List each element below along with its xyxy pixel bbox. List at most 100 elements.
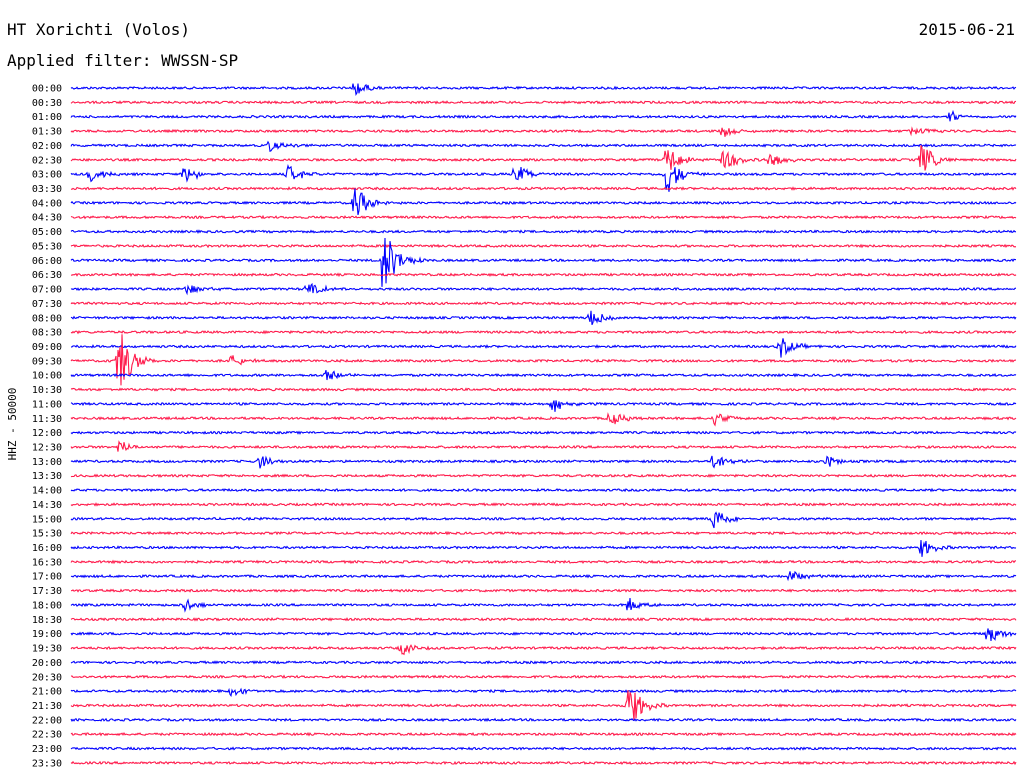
- row-time-label: 02:30: [32, 155, 62, 166]
- row-time-label: 08:00: [32, 313, 62, 324]
- row-time-label: 23:00: [32, 744, 62, 755]
- trace-line: [70, 760, 1017, 766]
- y-axis-label: HHZ - 50000: [6, 388, 19, 461]
- trace-line: [70, 100, 1017, 105]
- row-time-label: 14:00: [32, 486, 62, 497]
- row-time-label: 03:00: [32, 170, 62, 181]
- station-title: HT Xorichti (Volos): [7, 20, 191, 39]
- trace-line: [70, 690, 1017, 721]
- trace-line: [71, 338, 1017, 358]
- trace-line: [70, 126, 1017, 137]
- filter-label: Applied filter: WWSSN-SP: [7, 51, 239, 70]
- trace-line: [70, 329, 1017, 335]
- row-time-label: 07:00: [32, 285, 62, 296]
- trace-line: [70, 400, 1017, 412]
- trace-line: [70, 731, 1017, 737]
- trace-line: [70, 644, 1017, 656]
- row-time-label: 06:30: [32, 270, 62, 281]
- row-time-label: 15:30: [32, 529, 62, 540]
- row-time-label: 21:00: [32, 687, 62, 698]
- trace-line: [70, 334, 1017, 386]
- row-time-label: 11:30: [32, 414, 62, 425]
- trace-line: [70, 540, 1017, 557]
- trace-line: [70, 140, 1017, 152]
- row-time-label: 22:00: [32, 715, 62, 726]
- trace-line: [70, 243, 1017, 249]
- row-time-label: 01:00: [32, 112, 62, 123]
- trace-line: [70, 530, 1017, 536]
- trace-rows: 00:00 00:30 01:00 01:30 02:00 02:30 03:00 03:30…: [32, 83, 1017, 769]
- trace-line: [70, 83, 1017, 96]
- row-time-label: 17:00: [32, 572, 62, 583]
- row-time-label: 05:00: [32, 227, 62, 238]
- row-time-label: 16:30: [32, 557, 62, 568]
- trace-line: [70, 455, 1017, 469]
- trace-line: [70, 186, 1017, 191]
- row-time-label: 17:30: [32, 586, 62, 597]
- row-time-label: 22:30: [32, 730, 62, 741]
- trace-line: [70, 628, 1017, 641]
- date-label: 2015-06-21: [918, 20, 1015, 39]
- row-time-label: 10:30: [32, 385, 62, 396]
- trace-line: [70, 214, 1017, 220]
- row-time-label: 21:30: [32, 701, 62, 712]
- row-time-label: 00:00: [32, 84, 62, 95]
- trace-line: [70, 440, 1017, 452]
- row-time-label: 05:30: [32, 241, 62, 252]
- trace-line: [70, 570, 1017, 582]
- row-time-label: 12:00: [32, 428, 62, 439]
- trace-line: [70, 559, 1017, 565]
- trace-line: [70, 660, 1017, 665]
- row-time-label: 09:30: [32, 356, 62, 367]
- row-time-label: 00:30: [32, 98, 62, 109]
- row-time-label: 04:30: [32, 213, 62, 224]
- row-time-label: 14:30: [32, 500, 62, 511]
- row-time-label: 01:30: [32, 127, 62, 138]
- trace-line: [70, 370, 1017, 381]
- trace-line: [70, 109, 1017, 122]
- row-time-label: 03:30: [32, 184, 62, 195]
- trace-line: [70, 282, 1017, 296]
- row-time-label: 15:00: [32, 514, 62, 525]
- row-time-label: 19:00: [32, 629, 62, 640]
- row-time-label: 16:00: [32, 543, 62, 554]
- row-time-label: 09:00: [32, 342, 62, 353]
- row-time-label: 19:30: [32, 644, 62, 655]
- row-time-label: 12:30: [32, 443, 62, 454]
- row-time-label: 13:30: [32, 471, 62, 482]
- trace-line: [70, 598, 1017, 613]
- trace-line: [70, 188, 1017, 216]
- row-time-label: 23:30: [32, 758, 62, 769]
- trace-line: [70, 237, 1017, 287]
- trace-line: [70, 746, 1017, 751]
- row-time-label: 18:30: [32, 615, 62, 626]
- trace-line: [70, 487, 1017, 493]
- trace-line: [70, 272, 1017, 278]
- trace-line: [70, 473, 1017, 479]
- trace-line: [70, 229, 1017, 235]
- row-time-label: 10:00: [32, 371, 62, 382]
- row-time-label: 04:00: [32, 198, 62, 209]
- trace-line: [70, 717, 1017, 723]
- trace-line: [70, 412, 1017, 427]
- trace-line: [70, 687, 1017, 698]
- row-time-label: 08:30: [32, 328, 62, 339]
- trace-line: [70, 588, 1017, 593]
- row-time-label: 20:00: [32, 658, 62, 669]
- trace-line: [70, 430, 1017, 435]
- trace-line: [70, 164, 1017, 192]
- trace-line: [70, 387, 1017, 392]
- row-time-label: 02:00: [32, 141, 62, 152]
- trace-line: [70, 310, 1017, 326]
- trace-line: [70, 674, 1016, 680]
- trace-line: [70, 617, 1017, 622]
- trace-line: [70, 145, 1017, 171]
- trace-line: [70, 301, 1017, 306]
- row-time-label: 11:00: [32, 399, 62, 410]
- trace-line: [70, 502, 1017, 507]
- row-time-label: 06:00: [32, 256, 62, 267]
- row-time-label: 20:30: [32, 672, 62, 683]
- row-time-label: 13:00: [32, 457, 62, 468]
- row-time-label: 07:30: [32, 299, 62, 310]
